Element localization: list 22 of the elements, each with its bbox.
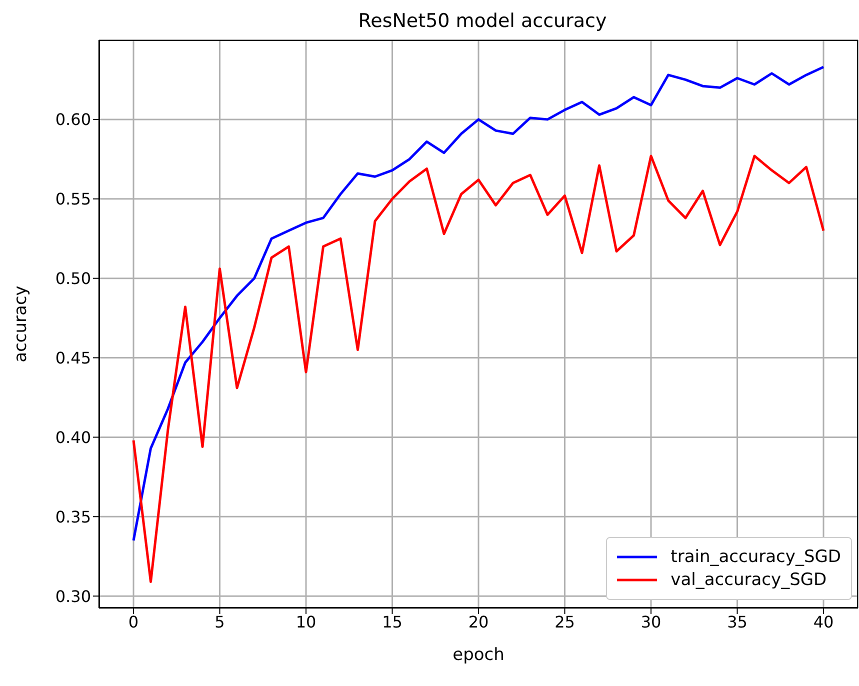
y-tick-label: 0.30 [55,586,91,606]
y-axis-title: accuracy [11,286,32,362]
chart-title: ResNet50 model accuracy [357,10,608,32]
x-tick-label: 0 [128,612,139,632]
x-tick-label: 20 [468,612,489,632]
x-axis-title: epoch [452,645,504,665]
y-tick-label: 0.45 [55,348,91,368]
legend-label: val_accuracy_SGD [670,570,827,590]
y-tick-label: 0.60 [55,110,91,130]
y-tick-label: 0.50 [55,269,91,288]
x-tick-label: 10 [296,612,316,632]
x-tick-label: 25 [554,612,575,632]
y-tick-label: 0.55 [55,190,91,209]
line-series [132,66,825,542]
x-tick-label: 30 [640,612,662,632]
x-tick-label: 15 [382,612,402,632]
y-tick-label: 0.40 [55,428,91,447]
x-tick-label: 35 [727,612,748,632]
x-tick-label: 40 [813,612,834,632]
legend-label: train_accuracy_SGD [670,547,841,567]
x-tick-label: 5 [214,612,225,632]
y-tick-label: 0.35 [55,507,91,526]
